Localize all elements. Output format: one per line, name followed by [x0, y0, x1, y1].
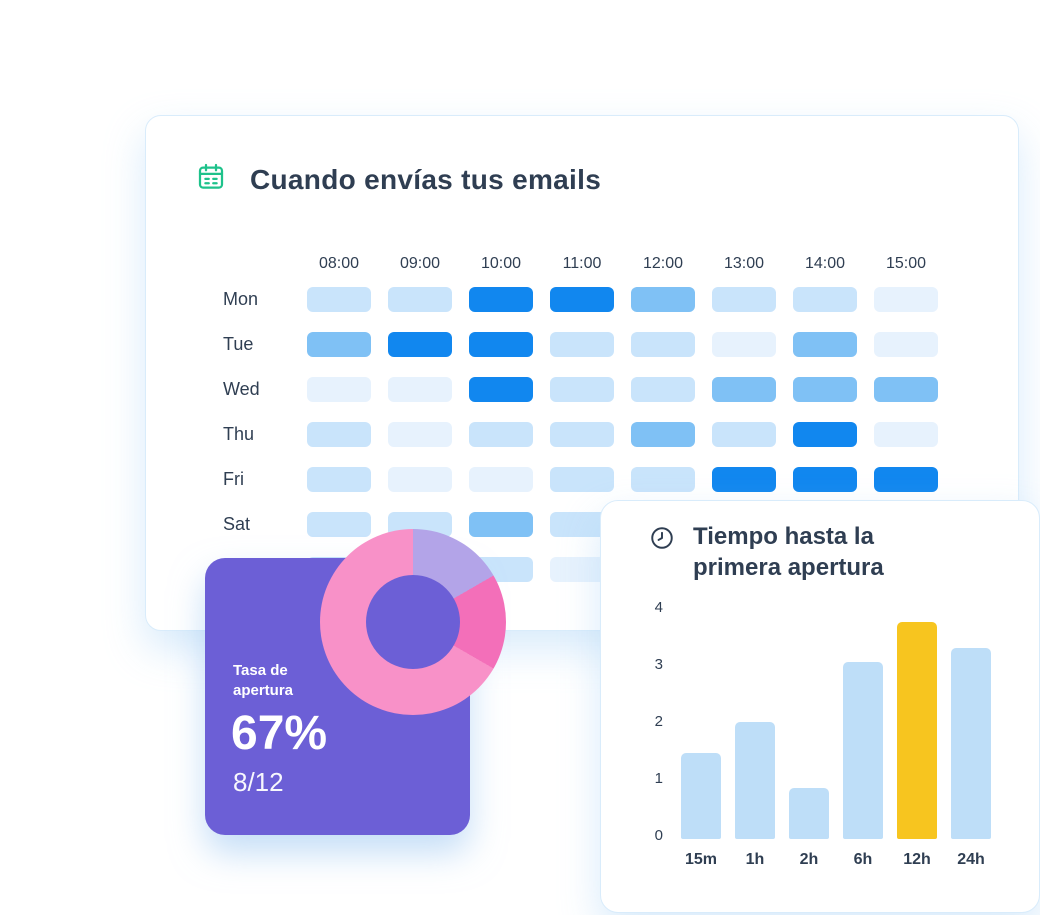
- bar-x-label: 2h: [799, 851, 819, 868]
- first-open-title: Tiempo hasta la primera apertura: [693, 523, 884, 581]
- bar-y-tick: 4: [654, 599, 663, 616]
- heatmap-cell: [307, 287, 371, 312]
- bar-6h: [843, 662, 883, 839]
- bar-12h: [897, 622, 937, 839]
- open-rate-donut: [320, 529, 506, 715]
- heatmap-day-label: Tue: [223, 334, 254, 354]
- heatmap-cell: [631, 377, 695, 402]
- bar-1h: [735, 722, 775, 839]
- bar-x-label: 24h: [957, 851, 985, 868]
- heatmap-time-label: 12:00: [642, 255, 684, 272]
- heatmap-cell: [712, 287, 776, 312]
- open-rate-value: 67%: [231, 707, 328, 760]
- bar-2h: [789, 788, 829, 839]
- heatmap-cell: [469, 422, 533, 447]
- open-rate-fraction: 8/12: [233, 767, 284, 797]
- heatmap-day-label: Sat: [223, 514, 251, 534]
- donut-hole: [366, 575, 460, 669]
- heatmap-cell: [874, 467, 938, 492]
- bar-group: [681, 611, 1021, 839]
- heatmap-cell: [469, 287, 533, 312]
- calendar-icon: [196, 162, 226, 197]
- heatmap-cell: [874, 422, 938, 447]
- heatmap-cell: [469, 377, 533, 402]
- heatmap-cell: [307, 467, 371, 492]
- heatmap-cell: [874, 377, 938, 402]
- heatmap-cell: [388, 467, 452, 492]
- bar-x-labels: 15m 1h 2h 6h 12h 24h: [681, 851, 991, 869]
- heatmap-time-label: 09:00: [399, 255, 441, 272]
- heatmap-time-label: 13:00: [723, 255, 765, 272]
- bar-15m: [681, 753, 721, 839]
- heatmap-cell: [550, 377, 614, 402]
- send-times-header: Cuando envías tus emails: [196, 162, 601, 197]
- heatmap-time-label: 11:00: [562, 255, 602, 272]
- heatmap-cell: [793, 332, 857, 357]
- heatmap-time-label: 15:00: [885, 255, 927, 272]
- heatmap-cell: [307, 422, 371, 447]
- heatmap-cell: [793, 377, 857, 402]
- heatmap-cell: [793, 287, 857, 312]
- heatmap-day-label: Mon: [223, 289, 259, 309]
- heatmap-cell: [550, 332, 614, 357]
- heatmap-time-label: 14:00: [804, 255, 846, 272]
- bar-x-label: 6h: [853, 851, 873, 868]
- first-open-card: Tiempo hasta la primera apertura 0 1 2 3 4 1…: [600, 500, 1040, 913]
- heatmap-cell: [550, 422, 614, 447]
- heatmap-time-label: 10:00: [480, 255, 522, 272]
- heatmap-cell: [793, 467, 857, 492]
- bar-x-label: 12h: [903, 851, 931, 868]
- heatmap-cell: [469, 467, 533, 492]
- heatmap-cell: [712, 467, 776, 492]
- heatmap-cell: [874, 287, 938, 312]
- bar-y-tick: 1: [654, 770, 663, 787]
- open-rate-label: Tasa de apertura: [233, 662, 294, 699]
- heatmap-cell: [712, 422, 776, 447]
- heatmap-cell: [388, 422, 452, 447]
- bar-y-tick: 2: [654, 713, 663, 730]
- heatmap-cell: [793, 422, 857, 447]
- heatmap-cell: [388, 287, 452, 312]
- heatmap-row: Thu: [223, 422, 938, 447]
- heatmap-day-label: Wed: [223, 379, 260, 399]
- send-times-title: Cuando envías tus emails: [250, 163, 602, 195]
- heatmap-cell: [469, 512, 533, 537]
- heatmap-row: Fri: [223, 467, 938, 492]
- heatmap-cell: [550, 467, 614, 492]
- heatmap-times: 08:00 09:00 10:00 11:00 12:00 13:00 14:00 15:00: [307, 255, 938, 273]
- heatmap-cell: [307, 512, 371, 537]
- heatmap-time-label: 08:00: [318, 255, 360, 272]
- bar-y-tick: 0: [654, 827, 663, 844]
- heatmap-day-label: Fri: [223, 469, 244, 489]
- heatmap-cell: [307, 332, 371, 357]
- bar-x-label: 15m: [684, 851, 718, 868]
- heatmap-cell: [631, 422, 695, 447]
- heatmap-cell: [469, 332, 533, 357]
- heatmap-cell: [631, 287, 695, 312]
- heatmap-cell: [388, 332, 452, 357]
- bar-y-tick: 3: [654, 656, 663, 673]
- heatmap-cell: [388, 377, 452, 402]
- heatmap-cell: [550, 287, 614, 312]
- clock-icon: [649, 525, 675, 556]
- heatmap-row: Mon: [223, 287, 938, 312]
- heatmap-cell: [712, 332, 776, 357]
- heatmap-row: Tue: [223, 332, 938, 357]
- bar-24h: [951, 648, 991, 839]
- first-open-header: Tiempo hasta la primera apertura: [649, 521, 943, 583]
- bar-x-label: 1h: [745, 851, 765, 868]
- heatmap-day-label: Thu: [223, 424, 255, 444]
- heatmap-cell: [631, 332, 695, 357]
- heatmap-row: Wed: [223, 377, 938, 402]
- heatmap-cell: [307, 377, 371, 402]
- heatmap-cell: [874, 332, 938, 357]
- heatmap-cell: [712, 377, 776, 402]
- heatmap-cell: [631, 467, 695, 492]
